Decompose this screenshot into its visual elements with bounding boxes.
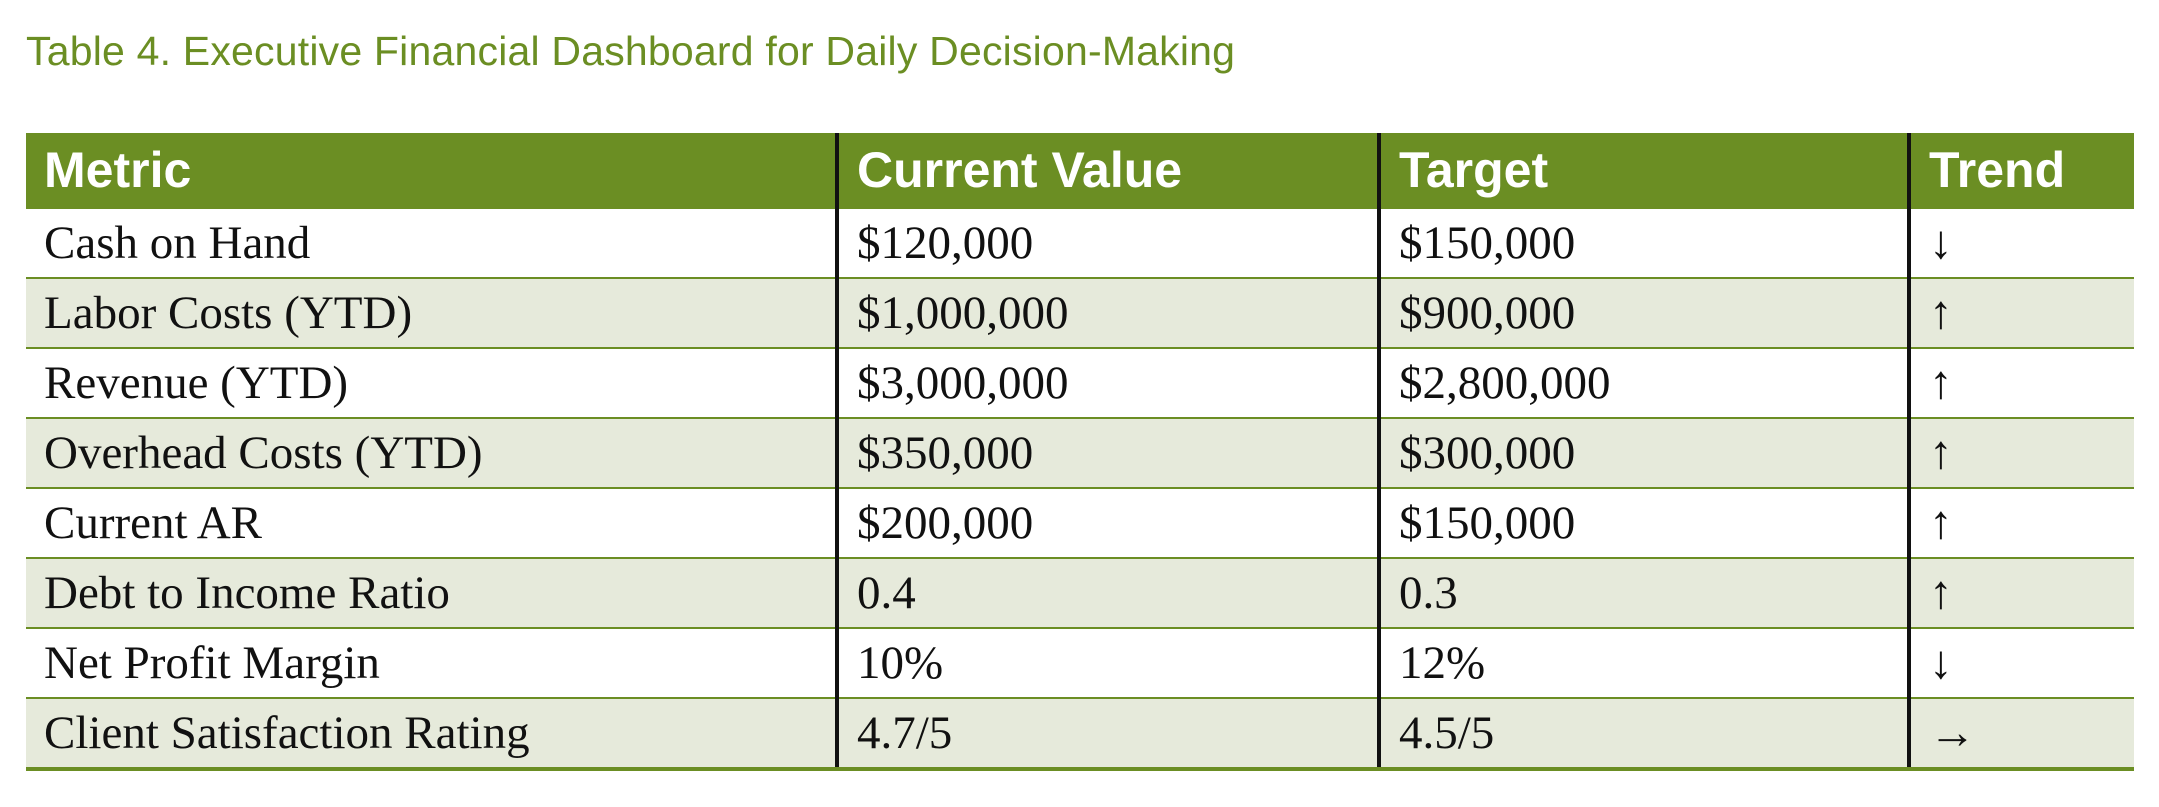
target-cell: $900,000 (1377, 277, 1909, 348)
table-row: Overhead Costs (YTD) $350,000 $300,000 ↑ (26, 417, 2134, 488)
target-cell: $300,000 (1377, 417, 1909, 488)
header-target: Target (1377, 133, 1909, 208)
header-current-value: Current Value (835, 133, 1379, 208)
trend-up-icon: ↑ (1907, 417, 2134, 488)
table-row: Revenue (YTD) $3,000,000 $2,800,000 ↑ (26, 347, 2134, 418)
header-trend: Trend (1907, 133, 2134, 208)
metric-cell: Revenue (YTD) (26, 347, 837, 418)
trend-up-icon: ↑ (1907, 277, 2134, 348)
header-row: Metric Current Value Target Trend (26, 133, 2134, 208)
metric-cell: Client Satisfaction Rating (26, 697, 837, 771)
trend-up-icon: ↑ (1907, 347, 2134, 418)
target-cell: 12% (1377, 627, 1909, 698)
table-row: Client Satisfaction Rating 4.7/5 4.5/5 → (26, 697, 2134, 771)
metric-cell: Overhead Costs (YTD) (26, 417, 837, 488)
current-value-cell: $120,000 (835, 207, 1379, 278)
table-row: Cash on Hand $120,000 $150,000 ↓ (26, 207, 2134, 278)
metric-cell: Debt to Income Ratio (26, 557, 837, 628)
current-value-cell: $1,000,000 (835, 277, 1379, 348)
target-cell: 0.3 (1377, 557, 1909, 628)
current-value-cell: 10% (835, 627, 1379, 698)
table-row: Debt to Income Ratio 0.4 0.3 ↑ (26, 557, 2134, 628)
current-value-cell: $3,000,000 (835, 347, 1379, 418)
target-cell: 4.5/5 (1377, 697, 1909, 771)
metric-cell: Labor Costs (YTD) (26, 277, 837, 348)
current-value-cell: $200,000 (835, 487, 1379, 558)
table-body: Cash on Hand $120,000 $150,000 ↓ Labor C… (26, 207, 2134, 771)
table-row: Labor Costs (YTD) $1,000,000 $900,000 ↑ (26, 277, 2134, 348)
metric-cell: Net Profit Margin (26, 627, 837, 698)
target-cell: $2,800,000 (1377, 347, 1909, 418)
header-metric: Metric (26, 133, 837, 208)
target-cell: $150,000 (1377, 207, 1909, 278)
current-value-cell: 4.7/5 (835, 697, 1379, 771)
table-row: Net Profit Margin 10% 12% ↓ (26, 627, 2134, 698)
trend-down-icon: ↓ (1907, 627, 2134, 698)
metric-cell: Current AR (26, 487, 837, 558)
table-header: Metric Current Value Target Trend (26, 133, 2134, 208)
trend-up-icon: ↑ (1907, 557, 2134, 628)
trend-down-icon: ↓ (1907, 207, 2134, 278)
table-caption: Table 4. Executive Financial Dashboard f… (26, 28, 1236, 74)
trend-flat-icon: → (1907, 697, 2134, 771)
current-value-cell: 0.4 (835, 557, 1379, 628)
trend-up-icon: ↑ (1907, 487, 2134, 558)
table-row: Current AR $200,000 $150,000 ↑ (26, 487, 2134, 558)
target-cell: $150,000 (1377, 487, 1909, 558)
current-value-cell: $350,000 (835, 417, 1379, 488)
financial-dashboard-table: Metric Current Value Target Trend Cash o… (26, 133, 2134, 771)
metric-cell: Cash on Hand (26, 207, 837, 278)
